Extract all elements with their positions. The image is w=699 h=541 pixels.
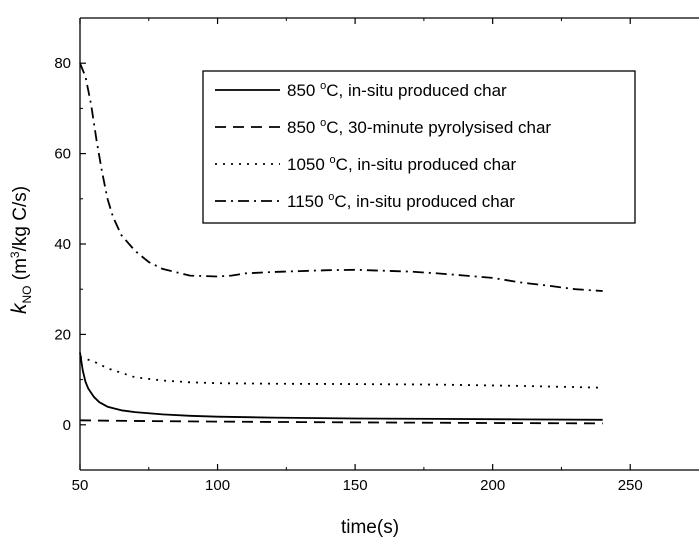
legend-label-2: 850 oC, 30-minute pyrolysised char <box>287 117 551 137</box>
y-tick-label: 40 <box>54 236 71 253</box>
y-tick-label: 60 <box>54 146 71 163</box>
y-axis-title-unit-sup: 3 <box>8 251 22 258</box>
y-axis: 0 20 40 60 80 <box>54 17 86 471</box>
y-tick-label: 0 <box>63 417 71 434</box>
x-axis: 50 100 150 200 250 <box>72 18 643 494</box>
series-line-3 <box>79 356 603 389</box>
x-tick-label: 200 <box>480 477 505 494</box>
series-line-1 <box>79 352 603 421</box>
series-line-4 <box>79 62 603 292</box>
y-tick-label: 20 <box>54 326 71 343</box>
legend: 850 oC, in-situ produced char 850 oC, 30-… <box>202 70 636 224</box>
y-axis-title: kNO (m3/kg C/s) <box>8 186 34 314</box>
series-line-2 <box>79 419 603 425</box>
y-axis-title-unit-prefix: (m <box>10 258 31 285</box>
y-axis-title-unit-suffix: /kg C/s) <box>10 186 31 251</box>
y-axis-title-subscript: NO <box>20 286 34 304</box>
legend-label-3: 1050 oC, in-situ produced char <box>287 154 516 174</box>
x-tick-label: 50 <box>72 477 89 494</box>
legend-label-4: 1150 oC, in-situ produced char <box>287 191 515 211</box>
x-tick-label: 100 <box>205 477 230 494</box>
x-axis-title: time(s) <box>341 517 399 538</box>
y-tick-label: 80 <box>54 55 71 72</box>
legend-box <box>202 70 636 224</box>
x-tick-label: 150 <box>343 477 368 494</box>
x-tick-label: 250 <box>618 477 643 494</box>
legend-label-1: 850 oC, in-situ produced char <box>287 80 507 100</box>
series-layer <box>79 62 603 425</box>
y-axis-title-symbol: k <box>8 302 31 314</box>
